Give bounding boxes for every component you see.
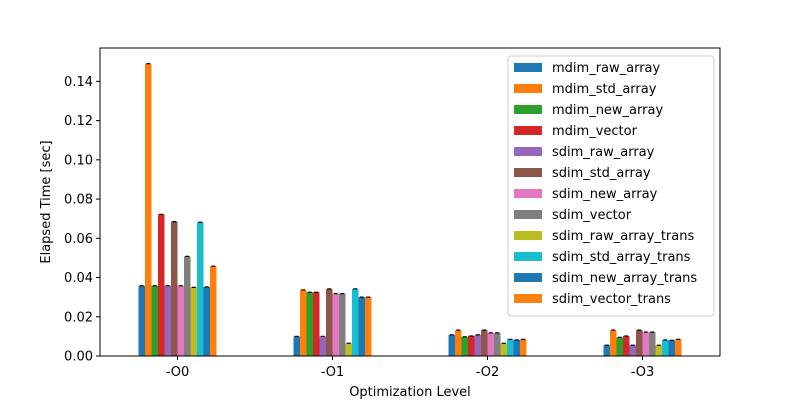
bar-mdim_new_array-O3: [616, 337, 623, 356]
bars-group: [138, 63, 682, 356]
legend-label-mdim_new_array: mdim_new_array: [552, 103, 663, 118]
legend-swatch-sdim_new_array: [514, 189, 542, 198]
x-axis: -O0 -O1 -O2 -O3: [166, 356, 655, 380]
legend-swatch-sdim_vector_trans: [514, 294, 542, 303]
legend-label-sdim_vector_trans: sdim_vector_trans: [552, 292, 671, 307]
legend-swatch-sdim_new_array_trans: [514, 273, 542, 282]
legend-label-sdim_raw_array_trans: sdim_raw_array_trans: [552, 229, 694, 244]
bar-sdim_std_array_trans-O3: [662, 339, 669, 356]
bar-sdim_new_array_trans-O3: [668, 340, 675, 356]
bar-mdim_vector-O1: [313, 292, 320, 356]
y-tick-label: 0.14: [64, 75, 93, 90]
bar-sdim_raw_array_trans-O0: [190, 287, 197, 356]
bar-sdim_new_array_trans-O1: [358, 297, 365, 356]
bar-mdim_std_array-O2: [455, 330, 462, 356]
bar-sdim_raw_array_trans-O3: [655, 345, 662, 356]
bar-sdim_new_array-O0: [177, 285, 184, 356]
bar-mdim_raw_array-O2: [448, 334, 455, 356]
bar-sdim_vector_trans-O1: [365, 297, 372, 356]
bar-sdim_vector-O3: [649, 332, 656, 356]
bar-sdim_raw_array_trans-O1: [345, 343, 352, 356]
legend-box: [507, 55, 715, 317]
legend-label-sdim_vector: sdim_vector: [552, 208, 632, 223]
bar-sdim_vector_trans-O2: [520, 339, 527, 356]
bar-mdim_vector-O3: [623, 335, 630, 356]
bar-sdim_new_array_trans-O2: [513, 339, 520, 356]
x-tick-label: -O0: [166, 365, 190, 380]
y-tick-label: 0.02: [64, 310, 93, 325]
bar-mdim_new_array-O0: [151, 285, 158, 356]
legend-swatch-sdim_raw_array_trans: [514, 231, 542, 240]
legend-label-sdim_std_array_trans: sdim_std_array_trans: [552, 250, 691, 265]
bar-sdim_vector-O1: [339, 293, 346, 356]
bar-sdim_new_array-O1: [332, 293, 339, 356]
y-tick-label: 0.06: [64, 232, 93, 247]
bar-sdim_new_array-O2: [487, 332, 494, 356]
legend-swatch-mdim_raw_array: [514, 63, 542, 72]
bar-sdim_new_array-O3: [642, 332, 649, 356]
y-tick-label: 0.00: [64, 350, 93, 365]
bar-sdim_std_array_trans-O2: [507, 339, 514, 356]
legend-swatch-mdim_vector: [514, 126, 542, 135]
y-axis-label: Elapsed Time [sec]: [39, 140, 54, 263]
bar-mdim_vector-O2: [468, 335, 475, 356]
bar-sdim_raw_array-O2: [474, 334, 481, 356]
bar-sdim_raw_array_trans-O2: [500, 343, 507, 356]
x-tick-label: -O3: [631, 365, 655, 380]
bar-sdim_vector-O0: [184, 256, 191, 356]
legend-swatch-sdim_raw_array: [514, 147, 542, 156]
bar-mdim_raw_array-O3: [603, 345, 610, 356]
legend-swatch-mdim_std_array: [514, 84, 542, 93]
legend-swatch-sdim_std_array: [514, 168, 542, 177]
bar-mdim_raw_array-O1: [293, 336, 300, 356]
bar-sdim_new_array_trans-O0: [203, 286, 210, 356]
legend-label-mdim_std_array: mdim_std_array: [552, 82, 657, 97]
legend-label-sdim_new_array: sdim_new_array: [552, 187, 658, 202]
x-tick-label: -O2: [476, 365, 500, 380]
legend-swatch-mdim_new_array: [514, 105, 542, 114]
x-axis-label: Optimization Level: [349, 385, 471, 400]
bar-sdim_raw_array-O3: [629, 345, 636, 356]
bar-sdim_std_array-O3: [636, 330, 643, 356]
legend-label-mdim_raw_array: mdim_raw_array: [552, 61, 661, 76]
bar-sdim_vector_trans-O3: [675, 339, 682, 356]
legend-swatch-sdim_std_array_trans: [514, 252, 542, 261]
y-tick-label: 0.12: [64, 114, 93, 129]
bar-mdim_std_array-O0: [145, 63, 152, 356]
bar-sdim_std_array-O0: [171, 221, 178, 356]
error-bars-group: [139, 63, 681, 346]
plot-frame: [99, 47, 721, 357]
bar-sdim_raw_array-O0: [164, 285, 171, 356]
bar-mdim_raw_array-O0: [138, 285, 145, 356]
y-tick-label: 0.08: [64, 193, 93, 208]
bar-mdim_vector-O0: [158, 214, 165, 356]
bar-sdim_std_array_trans-O1: [352, 288, 359, 356]
legend-label-sdim_std_array: sdim_std_array: [552, 166, 651, 181]
bar-sdim_vector_trans-O0: [210, 266, 217, 356]
x-tick-label: -O1: [321, 365, 345, 380]
legend-label-sdim_new_array_trans: sdim_new_array_trans: [552, 271, 697, 286]
bar-sdim_vector-O2: [494, 332, 501, 356]
bar-mdim_std_array-O3: [610, 330, 617, 356]
bar-sdim_raw_array-O1: [319, 336, 326, 356]
bar-mdim_new_array-O2: [461, 336, 468, 356]
bar-mdim_new_array-O1: [306, 292, 313, 356]
y-tick-label: 0.04: [64, 271, 93, 286]
y-tick-label: 0.10: [64, 153, 93, 168]
legend-label-mdim_vector: mdim_vector: [552, 124, 638, 139]
legend-label-sdim_raw_array: sdim_raw_array: [552, 145, 655, 160]
legend-swatch-sdim_vector: [514, 210, 542, 219]
y-axis: 0.00 0.02 0.04 0.06 0.08 0.10 0.12 0.14: [64, 75, 100, 365]
bar-mdim_std_array-O1: [300, 289, 307, 356]
legend: mdim_raw_array mdim_std_array mdim_new_arr…: [507, 55, 715, 317]
bar-sdim_std_array_trans-O0: [197, 222, 204, 356]
bar-sdim_std_array-O2: [481, 330, 488, 356]
bar-sdim_std_array-O1: [326, 288, 333, 356]
